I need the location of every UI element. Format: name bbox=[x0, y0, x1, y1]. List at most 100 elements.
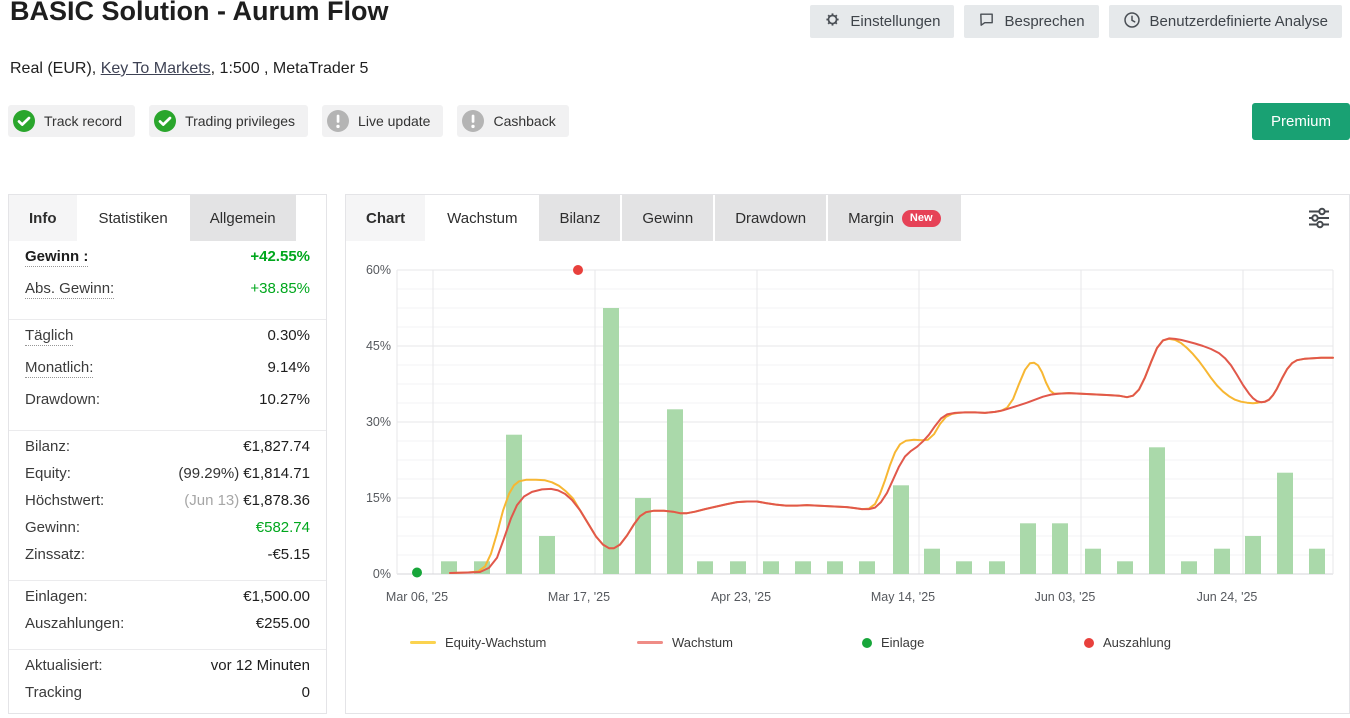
account-type-text: Real (EUR), bbox=[10, 60, 101, 77]
x-tick-label: Apr 23, '25 bbox=[711, 590, 771, 604]
stat-value-text: 0.30% bbox=[267, 327, 310, 344]
y-tick-label: 45% bbox=[366, 339, 391, 353]
stat-row-auszahlungen: Auszahlungen: €255.00 bbox=[25, 615, 310, 642]
account-meta-text: , 1:500 , MetaTrader 5 bbox=[210, 60, 369, 77]
tab-drawdown[interactable]: Drawdown bbox=[715, 195, 827, 241]
growth-bar bbox=[603, 308, 619, 574]
stat-row-zinssatz: Zinssatz: -€5.15 bbox=[25, 546, 310, 573]
badge-label: Cashback bbox=[493, 113, 556, 129]
stat-value: 0.30% bbox=[267, 327, 310, 344]
growth-bar bbox=[1052, 523, 1068, 574]
badge-trading-privileges: Trading privileges bbox=[149, 105, 309, 137]
stat-row-aktualisiert: Aktualisiert: vor 12 Minuten bbox=[25, 657, 310, 684]
stat-value: vor 12 Minuten bbox=[211, 657, 310, 674]
stat-label: Bilanz: bbox=[25, 438, 71, 455]
growth-bar bbox=[924, 548, 940, 574]
tab-label: Wachstum bbox=[447, 209, 518, 227]
tab-label: Allgemein bbox=[209, 209, 276, 227]
header-button-einstellungen[interactable]: Einstellungen bbox=[810, 5, 955, 38]
stat-value-text: €1,827.74 bbox=[243, 438, 310, 455]
header-button-label: Benutzerdefinierte Analyse bbox=[1149, 13, 1328, 30]
growth-bar bbox=[827, 561, 843, 574]
stat-value-text: €1,878.36 bbox=[243, 492, 310, 509]
stat-row-bilanz: Bilanz: €1,827.74 bbox=[25, 438, 310, 465]
growth-bar bbox=[795, 561, 811, 574]
check-circle-icon bbox=[13, 110, 35, 132]
chart-settings-icon[interactable] bbox=[1307, 206, 1331, 230]
x-tick-label: May 14, '25 bbox=[871, 590, 935, 604]
chat-icon bbox=[978, 11, 995, 32]
premium-button[interactable]: Premium bbox=[1251, 103, 1350, 140]
stat-label: Gewinn: bbox=[25, 519, 81, 536]
growth-bar bbox=[730, 561, 746, 574]
account-subtitle: Real (EUR), Key To Markets, 1:500 , Meta… bbox=[10, 60, 368, 78]
stats-group: Täglich 0.30% Monatlich: 9.14% Drawdown: 10.2… bbox=[9, 319, 326, 430]
badge-label: Track record bbox=[44, 113, 123, 129]
tab-bilanz[interactable]: Bilanz bbox=[539, 195, 621, 241]
growth-bar bbox=[635, 498, 651, 574]
badge-label: Live update bbox=[358, 113, 431, 129]
tab-label: Info bbox=[29, 209, 57, 227]
header-button-label: Besprechen bbox=[1004, 13, 1085, 30]
marker-auszahlung bbox=[573, 265, 583, 275]
stat-value: (99.29%) €1,814.71 bbox=[178, 465, 310, 482]
tab-gewinn[interactable]: Gewinn bbox=[622, 195, 714, 241]
growth-bar bbox=[859, 561, 875, 574]
series-wachstum bbox=[449, 337, 1334, 574]
check-circle-icon bbox=[154, 110, 177, 132]
statistics-list: Gewinn : +42.55% Abs. Gewinn: +38.85% Täglic… bbox=[9, 241, 326, 718]
chart-panel: Chart Wachstum Bilanz Gewinn Drawdown Margin N… bbox=[345, 194, 1350, 714]
tab-chart[interactable]: Chart bbox=[346, 195, 426, 241]
stat-value-text: -€5.15 bbox=[267, 546, 310, 563]
growth-bar bbox=[667, 409, 683, 574]
badge-label: Trading privileges bbox=[185, 113, 296, 129]
legend-item-wachstum[interactable]: Wachstum bbox=[637, 635, 733, 650]
tab-label: Drawdown bbox=[735, 209, 807, 227]
tab-wachstum[interactable]: Wachstum bbox=[427, 195, 538, 241]
legend-item-einlage[interactable]: Einlage bbox=[862, 635, 924, 650]
stat-value: 9.14% bbox=[267, 359, 310, 376]
badge-live-update: Live update bbox=[322, 105, 444, 137]
stat-value-text: 9.14% bbox=[267, 359, 310, 376]
tab-label: Margin bbox=[848, 209, 894, 227]
stat-value: €582.74 bbox=[256, 519, 310, 536]
stat-value-prefix: (99.29%) bbox=[178, 465, 240, 482]
y-tick-label: 0% bbox=[373, 567, 391, 581]
tab-statistiken[interactable]: Statistiken bbox=[78, 195, 188, 241]
header-button-besprechen[interactable]: Besprechen bbox=[964, 5, 1099, 38]
legend-item-auszahlung[interactable]: Auszahlung bbox=[1084, 635, 1171, 650]
signal-page: BASIC Solution - Aurum Flow Einstellunge… bbox=[8, 0, 1350, 714]
legend-label: Einlage bbox=[881, 635, 925, 650]
growth-bar bbox=[763, 561, 779, 574]
stat-value-text: 0 bbox=[301, 684, 310, 701]
tab-info[interactable]: Info bbox=[9, 195, 77, 241]
growth-bar bbox=[1245, 536, 1261, 574]
x-tick-label: Mar 17, '25 bbox=[548, 590, 610, 604]
tab-margin[interactable]: Margin New bbox=[828, 195, 961, 241]
header-button-benutzerdefinierte-analyse[interactable]: Benutzerdefinierte Analyse bbox=[1108, 5, 1342, 38]
stats-group: Bilanz: €1,827.74 Equity: (99.29%) €1,814.71… bbox=[9, 430, 326, 580]
stat-label: Einlagen: bbox=[25, 588, 88, 605]
tab-allgemein[interactable]: Allgemein bbox=[189, 195, 296, 241]
growth-bar bbox=[697, 561, 713, 574]
stat-value: €255.00 bbox=[256, 615, 310, 632]
legend-item-equity-wachstum[interactable]: Equity-Wachstum bbox=[410, 635, 546, 650]
stat-value: 0 bbox=[302, 684, 310, 701]
clock-icon bbox=[1123, 11, 1141, 33]
stat-value: 10.27% bbox=[259, 391, 310, 408]
y-tick-label: 60% bbox=[366, 263, 391, 277]
stat-value: €1,500.00 bbox=[243, 588, 310, 605]
x-tick-label: Jun 24, '25 bbox=[1197, 590, 1258, 604]
stats-group: Einlagen: €1,500.00 Auszahlungen: €255.00 bbox=[9, 580, 326, 649]
stat-value: -€5.15 bbox=[267, 546, 310, 563]
growth-bar bbox=[1181, 561, 1197, 574]
page-title: BASIC Solution - Aurum Flow bbox=[10, 0, 389, 26]
stat-value-text: €1,814.71 bbox=[243, 465, 310, 482]
broker-link[interactable]: Key To Markets bbox=[100, 60, 211, 77]
legend-swatch-icon bbox=[637, 641, 663, 644]
legend-swatch-icon bbox=[410, 641, 436, 644]
stat-row-gewinn: Gewinn : +42.55% bbox=[25, 248, 310, 280]
stat-value-text: 10.27% bbox=[259, 391, 310, 408]
stat-value-prefix: (Jun 13) bbox=[184, 492, 240, 509]
stat-row-tracking: Tracking 0 bbox=[25, 684, 310, 711]
